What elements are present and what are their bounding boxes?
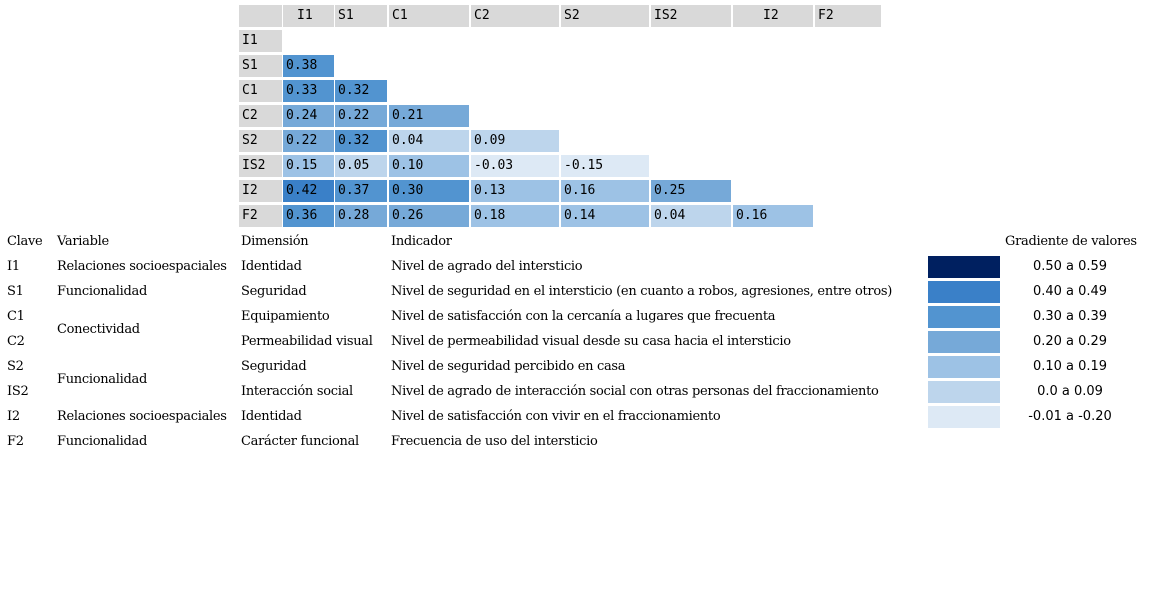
key-indicador: Frecuencia de uso del intersticio [391, 434, 598, 449]
matrix-cell: 0.37 [335, 180, 387, 202]
key-variable: Funcionalidad [57, 284, 147, 299]
key-clave: I2 [7, 409, 20, 424]
matrix-cell: 0.13 [471, 180, 559, 202]
matrix-cell: 0.36 [283, 205, 334, 227]
legend-swatch [928, 406, 1000, 428]
matrix-cell: 0.33 [283, 80, 334, 102]
key-indicador: Nivel de agrado del intersticio [391, 259, 583, 274]
key-variable: Funcionalidad [57, 434, 147, 449]
key-header-clave: Clave [7, 234, 43, 249]
matrix-cell: 0.16 [561, 180, 649, 202]
matrix-cell: 0.15 [283, 155, 334, 177]
key-dimension: Permeabilidad visual [241, 334, 373, 349]
legend-swatch [928, 306, 1000, 328]
legend-title: Gradiente de valores [1005, 234, 1137, 249]
matrix-cell: 0.16 [733, 205, 813, 227]
legend-range-label: 0.20 a 0.29 [1032, 334, 1108, 349]
matrix-cell: -0.03 [471, 155, 559, 177]
legend-range-label: 0.50 a 0.59 [1032, 259, 1108, 274]
matrix-cell: 0.05 [335, 155, 387, 177]
column-header: I2 [733, 5, 813, 27]
matrix-cell: -0.15 [561, 155, 649, 177]
row-header: S1 [239, 55, 282, 77]
matrix-cell: 0.09 [471, 130, 559, 152]
key-dimension: Identidad [241, 409, 302, 424]
column-header: S1 [335, 5, 387, 27]
row-header: C1 [239, 80, 282, 102]
matrix-cell: 0.32 [335, 130, 387, 152]
key-indicador: Nivel de permeabilidad visual desde su c… [391, 334, 791, 349]
key-clave: F2 [7, 434, 24, 449]
matrix-cell: 0.42 [283, 180, 334, 202]
key-variable: Relaciones socioespaciales [57, 259, 227, 274]
key-dimension: Seguridad [241, 284, 307, 299]
row-header: I1 [239, 30, 282, 52]
matrix-cell: 0.38 [283, 55, 334, 77]
key-indicador: Nivel de satisfacción con vivir en el fr… [391, 409, 721, 424]
legend-swatch [928, 256, 1000, 278]
key-clave: S1 [7, 284, 24, 299]
matrix-cell: 0.10 [389, 155, 469, 177]
legend-range-label: 0.40 a 0.49 [1032, 284, 1108, 299]
key-clave: IS2 [7, 384, 29, 399]
key-clave: C2 [7, 334, 25, 349]
legend-range-label: 0.10 a 0.19 [1032, 359, 1108, 374]
key-clave: S2 [7, 359, 24, 374]
key-clave: I1 [7, 259, 20, 274]
legend-swatch [928, 331, 1000, 353]
matrix-cell: 0.32 [335, 80, 387, 102]
key-dimension: Identidad [241, 259, 302, 274]
legend-swatch [928, 356, 1000, 378]
matrix-cell: 0.30 [389, 180, 469, 202]
matrix-corner [239, 5, 282, 27]
row-header: C2 [239, 105, 282, 127]
legend-swatch [928, 281, 1000, 303]
key-variable: Relaciones socioespaciales [57, 409, 227, 424]
matrix-cell: 0.21 [389, 105, 469, 127]
matrix-cell: 0.04 [651, 205, 731, 227]
legend-range-label: 0.30 a 0.39 [1032, 309, 1108, 324]
matrix-cell: 0.25 [651, 180, 731, 202]
column-header: I1 [283, 5, 334, 27]
key-indicador: Nivel de agrado de interacción social co… [391, 384, 879, 399]
column-header: IS2 [651, 5, 731, 27]
key-variable: Conectividad [57, 321, 140, 337]
key-dimension: Interacción social [241, 384, 353, 399]
matrix-cell: 0.24 [283, 105, 334, 127]
column-header: C2 [471, 5, 559, 27]
row-header: IS2 [239, 155, 282, 177]
column-header: C1 [389, 5, 469, 27]
matrix-cell: 0.04 [389, 130, 469, 152]
legend-range-label: -0.01 a -0.20 [1028, 409, 1112, 424]
key-variable: Funcionalidad [57, 371, 147, 387]
legend-swatch [928, 381, 1000, 403]
legend-range-label: 0.0 a 0.09 [1037, 384, 1103, 399]
row-header: S2 [239, 130, 282, 152]
row-header: F2 [239, 205, 282, 227]
matrix-cell: 0.14 [561, 205, 649, 227]
key-dimension: Carácter funcional [241, 434, 359, 449]
key-dimension: Seguridad [241, 359, 307, 374]
key-clave: C1 [7, 309, 25, 324]
matrix-cell: 0.18 [471, 205, 559, 227]
key-indicador: Nivel de seguridad en el intersticio (en… [391, 284, 893, 299]
key-header-dimension: Dimensión [241, 234, 309, 249]
key-header-indicador: Indicador [391, 234, 452, 249]
key-header-variable: Variable [57, 234, 109, 249]
key-indicador: Nivel de seguridad percibido en casa [391, 359, 626, 374]
matrix-cell: 0.26 [389, 205, 469, 227]
matrix-cell: 0.28 [335, 205, 387, 227]
key-indicador: Nivel de satisfacción con la cercanía a … [391, 309, 776, 324]
row-header: I2 [239, 180, 282, 202]
matrix-cell: 0.22 [335, 105, 387, 127]
key-dimension: Equipamiento [241, 309, 330, 324]
column-header: F2 [815, 5, 881, 27]
column-header: S2 [561, 5, 649, 27]
matrix-cell: 0.22 [283, 130, 334, 152]
